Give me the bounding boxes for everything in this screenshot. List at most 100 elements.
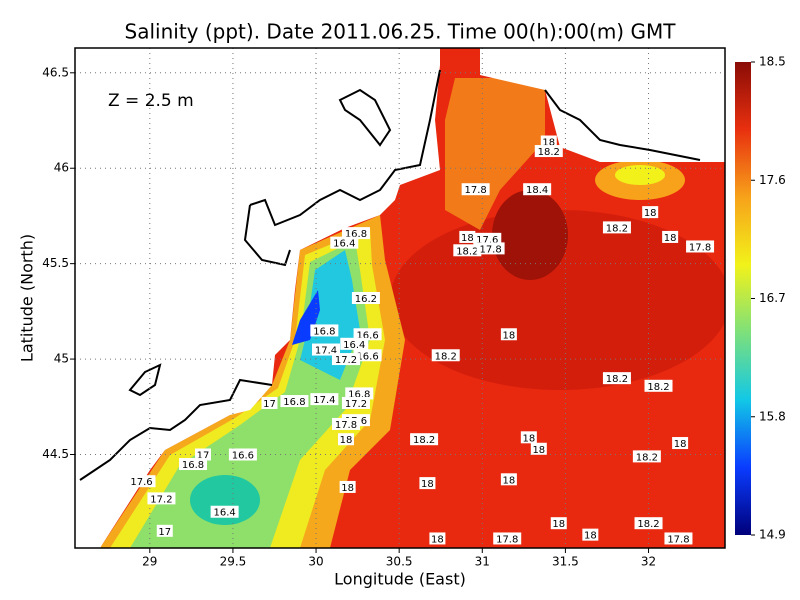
contour-label-box bbox=[331, 353, 360, 366]
contour-label-box bbox=[642, 206, 659, 219]
contour-label: 17.2 bbox=[345, 399, 367, 410]
contour-label-box bbox=[147, 492, 176, 505]
contour-label: 17.6 bbox=[476, 235, 498, 246]
contour-label-box bbox=[351, 292, 380, 304]
contour-label: 16.6 bbox=[232, 450, 254, 461]
contour-label-box bbox=[672, 437, 689, 450]
colorbar bbox=[735, 62, 751, 535]
coastline bbox=[128, 363, 162, 397]
contour-label-box bbox=[530, 442, 547, 455]
contour-label-box bbox=[602, 372, 631, 385]
coastline bbox=[249, 69, 441, 227]
contour-label: 17.8 bbox=[465, 185, 487, 196]
contour-label-box bbox=[602, 221, 631, 234]
contour-label: 16.4 bbox=[333, 239, 355, 250]
chart-title: Salinity (ppt). Date 2011.06.25. Time 00… bbox=[125, 20, 677, 44]
contour-label: 17 bbox=[263, 399, 276, 410]
grid bbox=[75, 48, 725, 548]
contour-label: 18.2 bbox=[636, 452, 658, 463]
coastline bbox=[338, 88, 392, 147]
x-axis-label: Longitude (East) bbox=[334, 570, 466, 589]
x-tick-label: 30.5 bbox=[386, 555, 413, 569]
contour-label-box bbox=[330, 236, 359, 249]
contour-label-box bbox=[461, 183, 490, 196]
contour-label: 18.4 bbox=[526, 185, 548, 196]
contour-label-box bbox=[179, 458, 208, 471]
coastline bbox=[544, 89, 701, 161]
contour-label: 16.6 bbox=[356, 330, 378, 341]
y-axis-label: Latitude (North) bbox=[18, 234, 37, 362]
contour-label: 17.8 bbox=[667, 534, 689, 545]
contour-label: 18 bbox=[664, 233, 677, 244]
contour-label-box bbox=[156, 524, 173, 537]
contour-label: 17 bbox=[158, 527, 171, 538]
contour-label-box bbox=[429, 532, 446, 545]
contour-label: 17.8 bbox=[689, 242, 711, 253]
colorbar-tick-label: 18.5 bbox=[759, 55, 786, 69]
contour-label-box bbox=[473, 232, 502, 245]
contour-label-box bbox=[500, 473, 517, 486]
contour-label-box bbox=[431, 349, 460, 362]
contour-label-box bbox=[662, 230, 679, 243]
contour-label: 18 bbox=[461, 233, 474, 244]
x-tick-label: 30 bbox=[308, 555, 323, 569]
contour-label: 18.2 bbox=[538, 147, 560, 158]
y-tick-label: 44.5 bbox=[42, 447, 69, 461]
contour-label: 18 bbox=[674, 439, 687, 450]
contour-label: 16.8 bbox=[348, 389, 370, 400]
contour-label-box bbox=[210, 505, 239, 518]
contour-label-box bbox=[634, 517, 663, 530]
contour-label-box bbox=[280, 395, 309, 408]
contour-label-box bbox=[310, 324, 339, 337]
contour-label-box bbox=[353, 328, 382, 341]
x-tick-label: 29 bbox=[142, 555, 157, 569]
contour-label: 16.8 bbox=[283, 397, 305, 408]
annotation: Z = 2.5 m bbox=[108, 91, 194, 111]
land bbox=[480, 48, 725, 162]
contour-label-box bbox=[341, 396, 370, 409]
contour-label: 18 bbox=[431, 534, 444, 545]
colorbar-tick-label: 14.9 bbox=[759, 528, 786, 542]
y-tick-label: 46.5 bbox=[42, 65, 69, 79]
y-tick-label: 46 bbox=[54, 161, 69, 175]
x-tick-label: 31.5 bbox=[552, 555, 579, 569]
contour-label-box bbox=[582, 528, 599, 541]
contour-label-box bbox=[493, 532, 522, 545]
contour-label: 17.2 bbox=[150, 494, 172, 505]
contour-label-box bbox=[686, 240, 715, 253]
contour-label-box bbox=[459, 230, 476, 243]
contour-label-box bbox=[341, 227, 370, 240]
contour-label-box bbox=[632, 450, 661, 463]
contour-label-box bbox=[534, 145, 563, 158]
land bbox=[75, 48, 440, 548]
contour-label-box bbox=[310, 393, 339, 406]
contour-label-box bbox=[523, 183, 552, 196]
colorbar-tick-label: 15.8 bbox=[759, 409, 786, 423]
contour-label: 16.8 bbox=[182, 460, 204, 471]
contour-label: 18.2 bbox=[435, 351, 457, 362]
contour-label: 17.8 bbox=[335, 420, 357, 431]
contour-label-box bbox=[520, 431, 537, 444]
x-tick-label: 32 bbox=[641, 555, 656, 569]
contour-label: 18.2 bbox=[647, 382, 669, 393]
contour-label: 17.4 bbox=[313, 395, 335, 406]
contour-label-box bbox=[644, 379, 673, 392]
contour-label: 16.4 bbox=[213, 508, 235, 519]
contour-label-box bbox=[195, 448, 212, 461]
contour-label: 16.8 bbox=[345, 229, 367, 240]
contour-label: 18 bbox=[522, 433, 535, 444]
contour-label-box bbox=[261, 396, 278, 409]
contour-label: 18 bbox=[644, 208, 657, 219]
contour-label: 16.6 bbox=[356, 351, 378, 362]
contour-label: 18.2 bbox=[637, 519, 659, 530]
contour-label-box bbox=[419, 477, 436, 490]
coastline bbox=[243, 204, 291, 267]
contour-label: 17.2 bbox=[335, 355, 357, 366]
contour-label: 18 bbox=[421, 479, 434, 490]
colorbar-tick-label: 17.6 bbox=[759, 173, 786, 187]
contour-label: 17.8 bbox=[496, 534, 518, 545]
contour-label-box bbox=[340, 337, 369, 350]
contour-label-box bbox=[550, 517, 567, 530]
contour-label-box bbox=[500, 328, 517, 341]
